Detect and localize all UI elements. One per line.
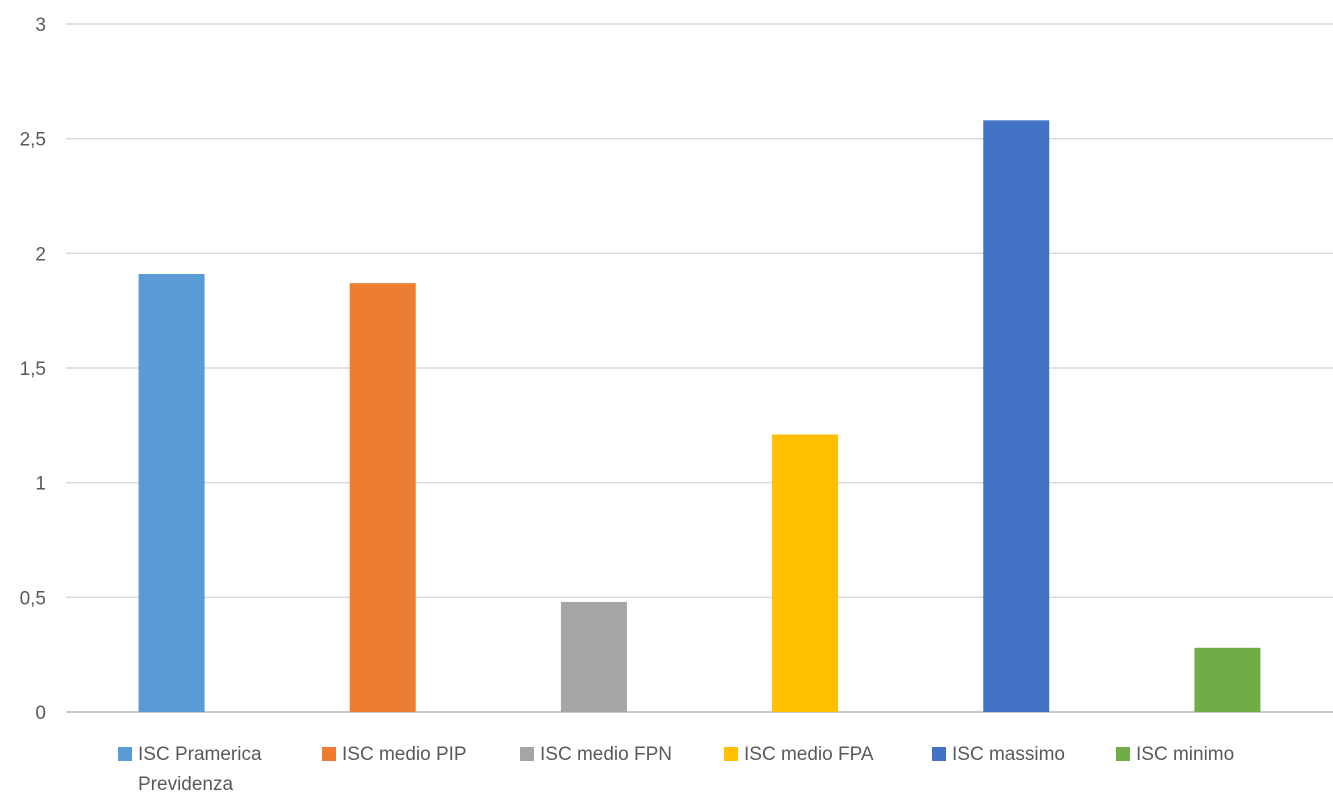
legend-item: ISC Pramerica Previdenza bbox=[118, 744, 262, 795]
y-tick-label: 0,5 bbox=[20, 588, 46, 609]
legend-label: ISC massimo bbox=[952, 744, 1065, 765]
legend-swatch bbox=[322, 747, 336, 761]
legend-swatch bbox=[932, 747, 946, 761]
legend-item: ISC massimo bbox=[932, 744, 1065, 765]
bar-2 bbox=[349, 283, 416, 712]
legend-swatch bbox=[520, 747, 534, 761]
y-tick-label: 2 bbox=[35, 244, 46, 265]
y-tick-label: 1 bbox=[35, 474, 46, 495]
bars bbox=[138, 120, 1261, 712]
legend-swatch bbox=[118, 747, 132, 761]
bar-1 bbox=[138, 273, 205, 712]
bar-5 bbox=[983, 120, 1050, 712]
y-tick-label: 2,5 bbox=[20, 130, 46, 151]
legend-swatch bbox=[1116, 747, 1130, 761]
legend-swatch bbox=[724, 747, 738, 761]
y-axis-tick-labels: 0 0,5 1 1,5 2 2,5 3 bbox=[20, 15, 46, 724]
y-tick-label: 0 bbox=[35, 703, 46, 724]
legend-item: ISC medio FPN bbox=[520, 744, 672, 765]
legend-label: ISC medio PIP bbox=[342, 744, 467, 765]
bar-4 bbox=[772, 434, 839, 712]
legend-item: ISC medio FPA bbox=[724, 744, 874, 765]
legend-label: ISC medio FPA bbox=[744, 744, 874, 765]
y-tick-label: 1,5 bbox=[20, 359, 46, 380]
legend-label: Previdenza bbox=[138, 774, 233, 795]
gridlines bbox=[66, 23, 1333, 713]
y-tick-label: 3 bbox=[35, 15, 46, 36]
bar-3 bbox=[560, 601, 627, 712]
bar-6 bbox=[1194, 647, 1261, 712]
legend: ISC Pramerica Previdenza ISC medio PIP ISC … bbox=[118, 744, 1234, 795]
legend-item: ISC minimo bbox=[1116, 744, 1234, 765]
legend-label: ISC minimo bbox=[1136, 744, 1234, 765]
legend-label: ISC medio FPN bbox=[540, 744, 672, 765]
legend-label: ISC Pramerica bbox=[138, 744, 262, 765]
legend-item: ISC medio PIP bbox=[322, 744, 467, 765]
